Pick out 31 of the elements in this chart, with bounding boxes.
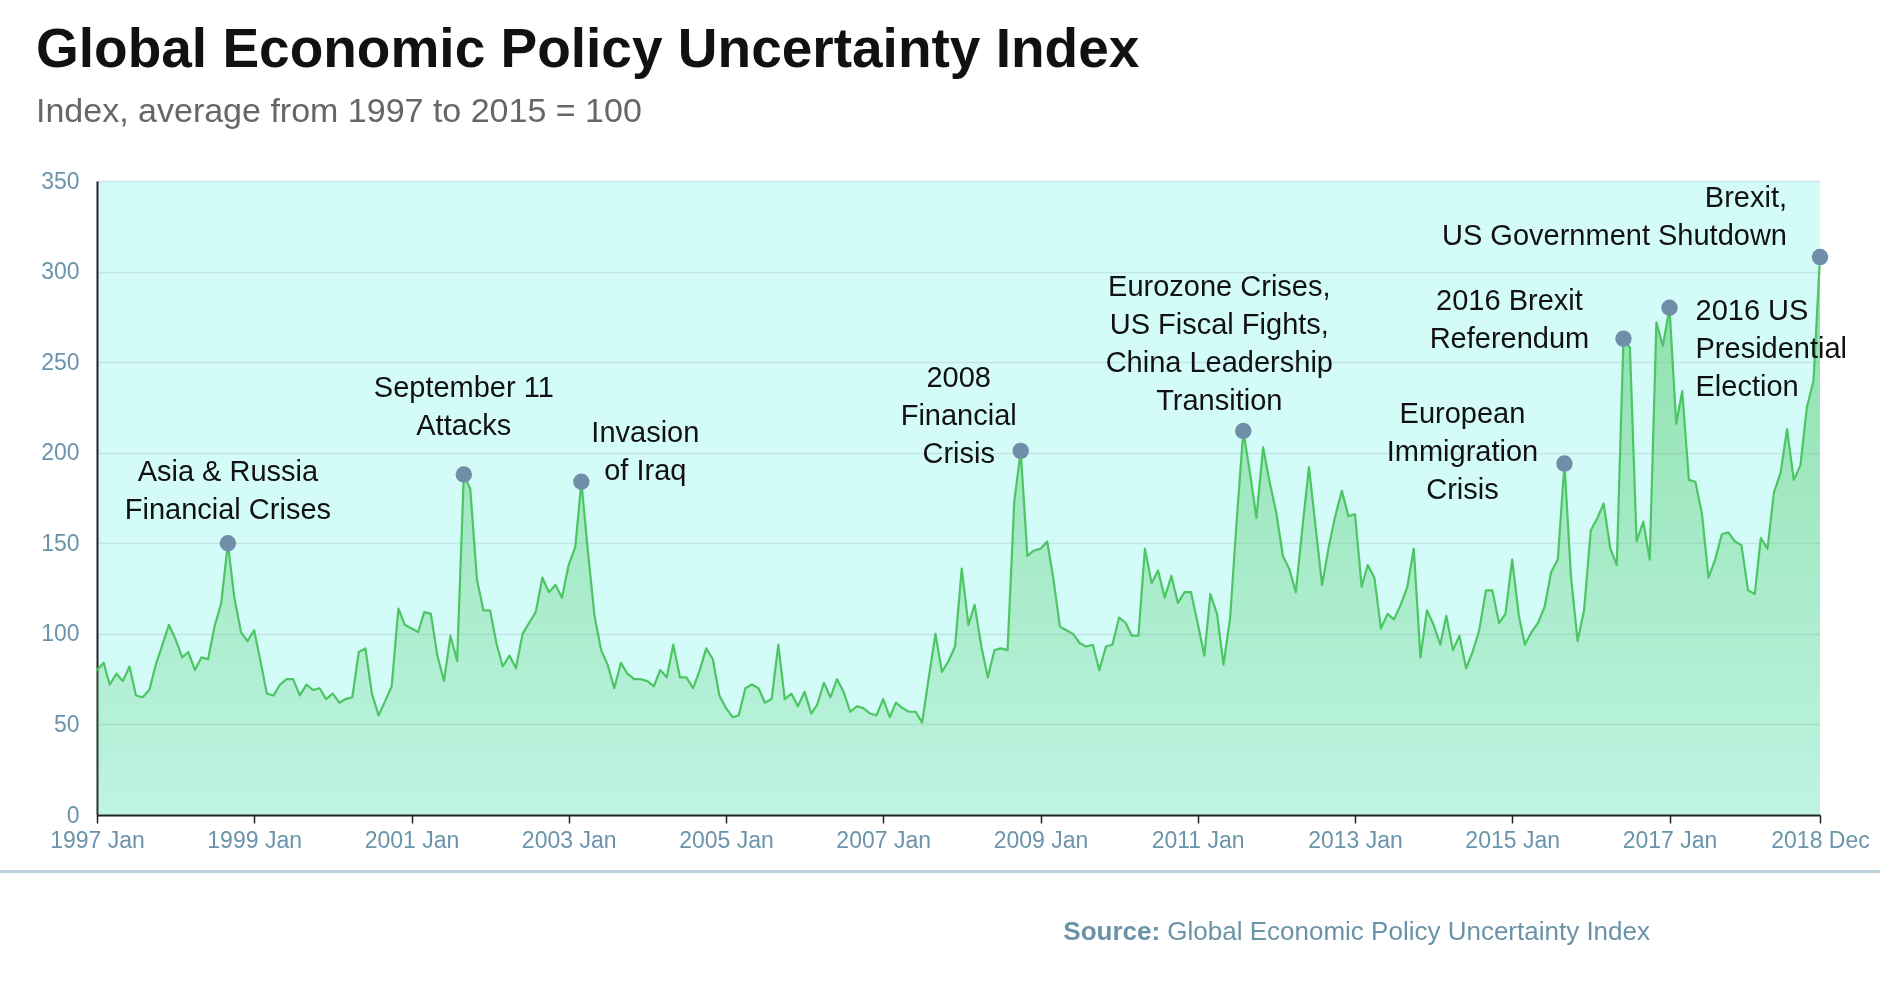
x-tick-label: 2018 Dec xyxy=(1771,826,1870,853)
y-tick-label: 50 xyxy=(53,710,80,737)
annotation: September 11 Attacks xyxy=(373,371,554,442)
x-tick-label: 1997 Jan xyxy=(50,826,145,853)
y-tick-label: 300 xyxy=(41,258,80,285)
x-tick-label: 2013 Jan xyxy=(1308,826,1403,853)
x-tick-label: 2015 Jan xyxy=(1465,826,1560,853)
x-tick-label: 2007 Jan xyxy=(836,826,931,853)
x-tick-label: 2003 Jan xyxy=(521,826,617,853)
source-note: Source: Global Economic Policy Uncertainty Index xyxy=(1063,916,1650,946)
x-tick-label: 2009 Jan xyxy=(993,826,1089,853)
y-tick-label: 350 xyxy=(41,167,80,194)
x-tick-label: 2011 Jan xyxy=(1151,826,1245,853)
annotation: 2008 Financial Crisis xyxy=(900,360,1017,469)
y-tick-label: 250 xyxy=(41,348,80,375)
annotation: Brexit, US Government Shutdown xyxy=(1442,181,1787,252)
y-tick-label: 150 xyxy=(41,529,80,556)
annotation: Eurozone Crises, US Fiscal Fights, China Leadership Transition xyxy=(1105,269,1333,416)
chart-subtitle: Index, average from 1997 to 2015 = 100 xyxy=(36,91,642,129)
x-tick-label: 2001 Jan xyxy=(364,826,460,853)
y-tick-label: 0 xyxy=(66,801,80,828)
annotation: European Immigration Crisis xyxy=(1386,396,1539,505)
x-tick-label: 1999 Jan xyxy=(207,826,302,853)
y-tick-label: 100 xyxy=(41,620,80,647)
x-tick-label: 2017 Jan xyxy=(1622,826,1718,853)
y-tick-label: 200 xyxy=(41,439,80,466)
x-tick-label: 2005 Jan xyxy=(679,826,774,853)
annotation: 2016 Brexit Referendum xyxy=(1429,283,1590,354)
annotation: Asia & Russia Financial Crises xyxy=(124,455,332,526)
chart-title: Global Economic Policy Uncertainty Index xyxy=(36,17,1140,79)
annotation: Invasion of Iraq xyxy=(591,415,700,486)
